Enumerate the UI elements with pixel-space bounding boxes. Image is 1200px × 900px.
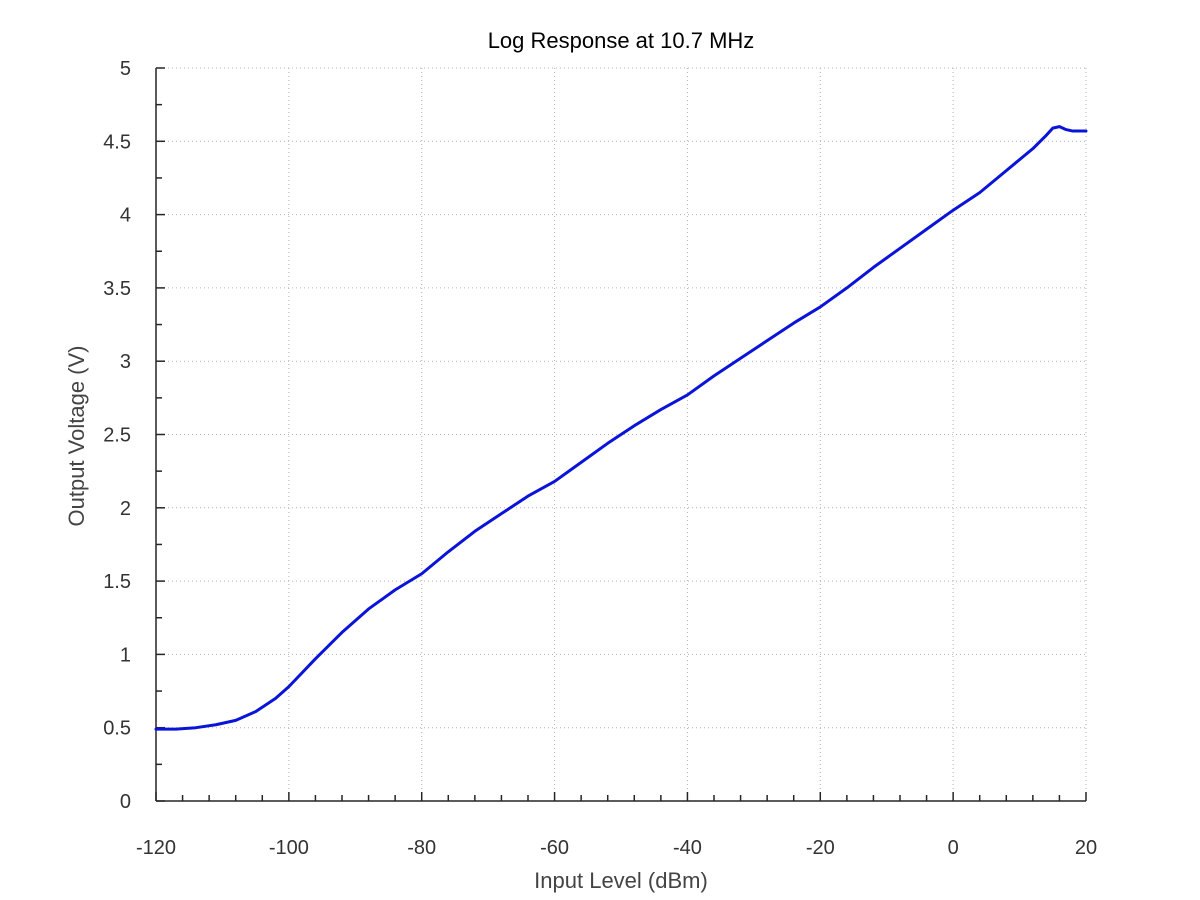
y-tick-label: 5 bbox=[120, 58, 131, 80]
labels: Log Response at 10.7 MHz Input Level (dB… bbox=[64, 28, 754, 893]
y-axis-label: Output Voltage (V) bbox=[64, 346, 89, 527]
y-tick-label: 0.5 bbox=[103, 718, 131, 740]
y-tick-label: 4.5 bbox=[103, 131, 131, 153]
y-tick-label: 4 bbox=[120, 205, 131, 227]
chart-title: Log Response at 10.7 MHz bbox=[488, 28, 755, 53]
x-tick-label: 20 bbox=[1075, 837, 1097, 859]
x-tick-label: -100 bbox=[269, 837, 309, 859]
y-tick-label: 3.5 bbox=[103, 278, 131, 300]
y-tick-label: 3 bbox=[120, 351, 131, 373]
y-tick-label: 0 bbox=[120, 791, 131, 813]
x-tick-label: -20 bbox=[806, 837, 835, 859]
y-tick-label: 2 bbox=[120, 498, 131, 520]
y-tick-label: 2.5 bbox=[103, 425, 131, 447]
series-line bbox=[154, 125, 1088, 731]
y-tick-label: 1.5 bbox=[103, 571, 131, 593]
x-tick-label: -120 bbox=[136, 837, 176, 859]
x-tick-label: -40 bbox=[673, 837, 702, 859]
x-axis-label: Input Level (dBm) bbox=[534, 868, 708, 893]
series-layer bbox=[154, 125, 1088, 731]
x-tick-label: -80 bbox=[407, 837, 436, 859]
x-tick-label: 0 bbox=[948, 837, 959, 859]
x-tick-label: -60 bbox=[540, 837, 569, 859]
axes: -120 -100 -80 -60 -40 -20 0 20 0 0.5 1 1.5 2 2.5 3 3.5 4… bbox=[103, 58, 1097, 859]
y-tick-label: 1 bbox=[120, 644, 131, 666]
